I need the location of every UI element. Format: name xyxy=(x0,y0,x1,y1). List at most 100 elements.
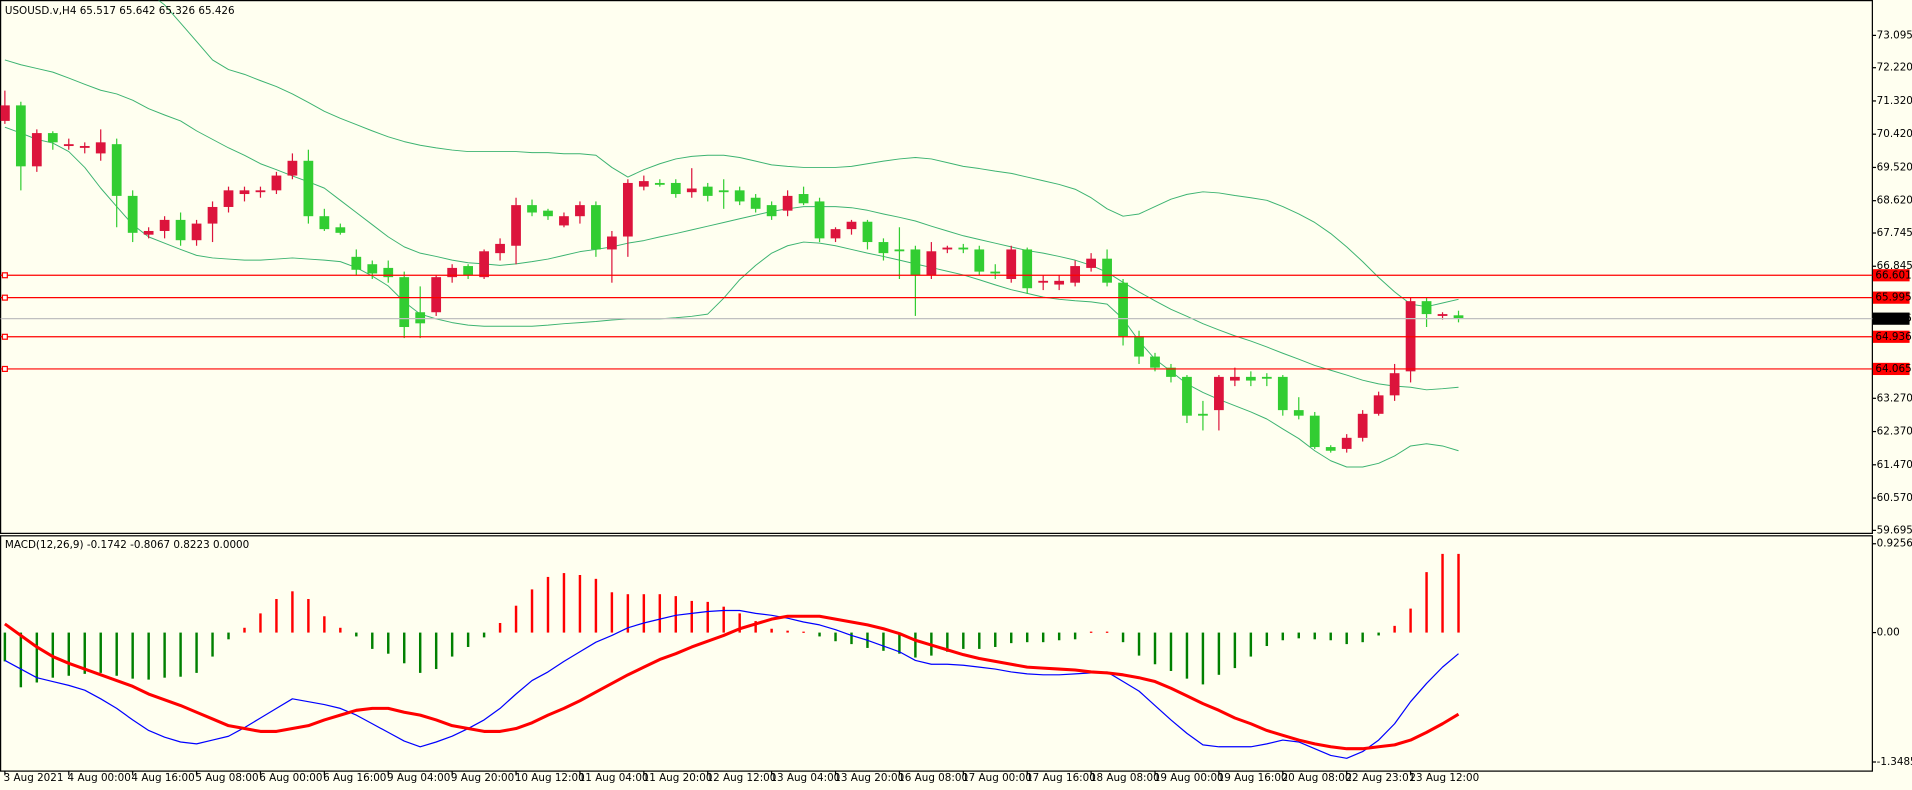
last-price-box xyxy=(1872,312,1910,325)
histogram-bar xyxy=(195,632,198,673)
candle-body xyxy=(734,190,745,202)
histogram-bar xyxy=(227,632,230,640)
histogram-bar xyxy=(946,632,949,652)
histogram-bar xyxy=(1057,632,1061,641)
x-tick-label: 13 Aug 20:00 xyxy=(834,772,904,784)
histogram-bar xyxy=(1025,632,1029,643)
level-label: 64.065 xyxy=(1875,363,1911,375)
histogram-bar xyxy=(403,632,406,664)
histogram-bar xyxy=(19,632,23,688)
histogram-bar xyxy=(1217,632,1221,675)
candle-body xyxy=(479,251,489,278)
histogram-bar xyxy=(642,594,646,633)
candle-body xyxy=(383,267,394,278)
candle-body xyxy=(463,266,474,276)
histogram-bar xyxy=(658,594,662,633)
y-tick-label: 0.00 xyxy=(1877,627,1900,639)
histogram-bar xyxy=(1457,553,1460,633)
histogram-bar xyxy=(978,632,981,649)
x-tick-label: 17 Aug 16:00 xyxy=(1026,772,1096,784)
y-tick-label: 70.420 xyxy=(1877,128,1912,140)
candle-body xyxy=(718,190,729,193)
candle-body xyxy=(782,195,793,211)
x-tick-label: 11 Aug 04:00 xyxy=(579,772,649,784)
histogram-bar xyxy=(418,632,422,673)
histogram-bar xyxy=(466,632,470,647)
y-tick-label: -1.3485 xyxy=(1877,756,1912,768)
candle-body xyxy=(63,144,74,147)
x-tick-label: 18 Aug 08:00 xyxy=(1090,772,1160,784)
y-tick-label: 61.470 xyxy=(1877,459,1912,471)
macd-panel xyxy=(0,535,1873,772)
candle-body xyxy=(207,206,218,224)
macd-title: MACD(12,26,9) -0.1742 -0.8067 0.8223 0.0… xyxy=(5,539,249,551)
histogram-bar xyxy=(67,632,70,676)
histogram-bar xyxy=(211,632,214,657)
histogram-bar xyxy=(1361,632,1364,643)
level-label: 66.601 xyxy=(1875,269,1911,281)
histogram-bar xyxy=(323,616,326,633)
histogram-bar xyxy=(754,621,757,633)
y-tick-label: 69.520 xyxy=(1877,161,1912,173)
histogram-bar xyxy=(35,632,39,683)
y-tick-label: 67.745 xyxy=(1877,227,1912,239)
candle-body xyxy=(1357,413,1368,438)
histogram-bar xyxy=(179,632,182,677)
histogram-bar xyxy=(610,592,614,633)
histogram-bar xyxy=(770,628,773,633)
y-tick-label: 59.695 xyxy=(1877,524,1912,536)
histogram-bar xyxy=(147,632,150,680)
candle-body xyxy=(862,221,873,243)
level-handle xyxy=(1,294,8,301)
candle-body xyxy=(1277,376,1288,411)
histogram-bar xyxy=(994,632,997,647)
histogram-bar xyxy=(1329,632,1332,641)
candle-body xyxy=(319,216,330,230)
candle-body xyxy=(1421,301,1432,315)
histogram-bar xyxy=(786,630,789,633)
candle-body xyxy=(255,190,266,193)
candle-body xyxy=(1198,413,1208,416)
histogram-bar xyxy=(818,632,821,637)
x-tick-label: 5 Aug 08:00 xyxy=(195,772,258,784)
x-tick-label: 6 Aug 16:00 xyxy=(323,772,386,784)
histogram-bar xyxy=(259,613,262,633)
candle-body xyxy=(926,251,937,276)
candle-body xyxy=(1453,315,1464,319)
candle-body xyxy=(1325,447,1336,451)
histogram-bar xyxy=(355,632,358,637)
histogram-bar xyxy=(594,578,598,633)
candle-body xyxy=(239,190,250,195)
histogram-bar xyxy=(1073,632,1077,640)
histogram-bar xyxy=(530,589,534,633)
histogram-bar xyxy=(802,631,805,633)
candle-body xyxy=(1214,376,1224,411)
histogram-bar xyxy=(1089,631,1093,633)
histogram-bar xyxy=(115,632,118,676)
candle-body xyxy=(543,210,553,217)
candle-body xyxy=(1437,314,1448,316)
candle-body xyxy=(670,182,681,195)
x-tick-label: 10 Aug 12:00 xyxy=(515,772,585,784)
candle-body xyxy=(910,249,921,276)
x-tick-label: 16 Aug 08:00 xyxy=(898,772,968,784)
band-middle xyxy=(4,59,1459,391)
x-tick-label: 4 Aug 16:00 xyxy=(131,772,194,784)
candle-body xyxy=(575,205,585,217)
candle-body xyxy=(15,105,26,167)
x-tick-label: 9 Aug 04:00 xyxy=(387,772,450,784)
histogram-bar xyxy=(371,632,374,649)
candle-body xyxy=(511,205,521,246)
histogram-bar xyxy=(1169,632,1173,671)
candle-body xyxy=(942,247,953,250)
histogram-bar xyxy=(243,627,246,633)
histogram-bar xyxy=(1249,632,1253,657)
candle-body xyxy=(1134,336,1144,357)
candle-body xyxy=(287,160,298,176)
candle-body xyxy=(1102,258,1112,283)
histogram-bar xyxy=(1185,632,1189,679)
level-handle xyxy=(1,272,8,279)
candle-body xyxy=(1038,280,1049,283)
histogram-bar xyxy=(626,594,630,633)
